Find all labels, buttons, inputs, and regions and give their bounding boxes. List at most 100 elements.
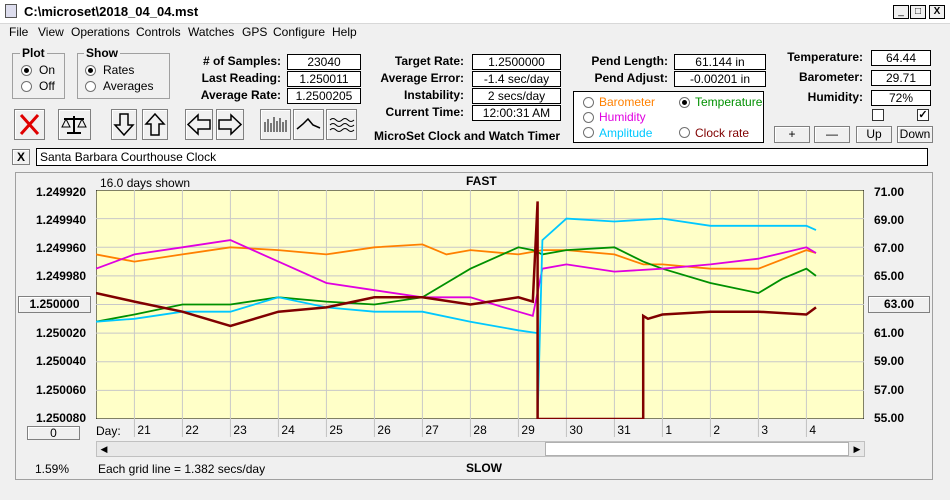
menu-operations[interactable]: Operations [71, 25, 130, 39]
x-tick-label: 4 [809, 423, 816, 437]
rate-center-button[interactable]: 1.250000 [18, 296, 91, 313]
barometer-label: Barometer: [798, 70, 863, 84]
x-tick-label: 28 [473, 423, 487, 437]
arrow-down-button[interactable] [111, 109, 137, 140]
line-graph-icon [296, 117, 321, 130]
slow-label: SLOW [466, 461, 502, 475]
instability-value: 2 secs/day [472, 88, 561, 104]
current-time-label: Current Time: [385, 105, 464, 119]
maximize-button[interactable]: □ [910, 5, 926, 19]
menu-help[interactable]: Help [332, 25, 357, 39]
menu-watches[interactable]: Watches [188, 25, 235, 39]
x-tick-label: 2 [713, 423, 720, 437]
humidity-label: Humidity: [807, 90, 863, 104]
balance-scale-icon [61, 116, 87, 134]
scroll-right-icon[interactable]: ▶ [853, 444, 861, 454]
menu-controls[interactable]: Controls [136, 25, 181, 39]
show-averages-label: Averages [103, 79, 154, 93]
amplitude-radio[interactable] [583, 127, 594, 138]
instability-label: Instability: [403, 88, 464, 102]
right-checkbox[interactable]: ✓ [917, 109, 929, 121]
up-button[interactable]: Up [856, 126, 892, 143]
y-right-tick: 69.00 [874, 213, 905, 227]
stop-button[interactable] [14, 109, 45, 140]
plus-button[interactable]: + [774, 126, 810, 143]
plot-off-label: Off [39, 79, 55, 93]
show-averages-radio[interactable] [85, 81, 96, 92]
fast-label: FAST [466, 174, 497, 188]
watch-name-input[interactable]: Santa Barbara Courthouse Clock [36, 148, 928, 166]
target-rate-label: Target Rate: [394, 54, 464, 68]
series-clock-rate [96, 201, 817, 419]
bar-graph-button[interactable] [260, 109, 291, 140]
y-left-tick: 1.250040 [35, 354, 86, 368]
plot-on-radio[interactable] [21, 65, 32, 76]
close-window-button[interactable]: X [929, 5, 945, 19]
barometer-value: 29.71 [871, 70, 931, 86]
y-right-tick: 65.00 [874, 269, 905, 283]
temperature-value: 64.44 [871, 50, 931, 66]
clock-rate-radio[interactable] [679, 127, 690, 138]
menu-configure[interactable]: Configure [273, 25, 326, 39]
pend-adjust-label: Pend Adjust: [594, 71, 668, 85]
window-title: C:\microset\2018_04_04.mst [24, 4, 199, 19]
minus-button[interactable]: — [814, 126, 850, 143]
barometer-radio[interactable] [583, 97, 594, 108]
minimize-button[interactable]: _ [893, 5, 909, 19]
down-button[interactable]: Down [897, 126, 933, 143]
y-left-tick: 1.249960 [35, 241, 86, 255]
left-checkbox[interactable] [872, 109, 884, 121]
x-tick-label: 31 [617, 423, 631, 437]
humidity-radio[interactable] [583, 112, 594, 123]
arrow-down-icon [113, 113, 135, 137]
line-graph-button[interactable] [293, 109, 324, 140]
x-mark-icon [19, 113, 40, 136]
y-left-tick: 1.250060 [35, 383, 86, 397]
arrow-up-button[interactable] [142, 109, 168, 140]
series-humidity [96, 239, 817, 318]
scroll-left-icon[interactable]: ◀ [100, 444, 108, 454]
menu-file[interactable]: File [9, 25, 29, 39]
menu-gps[interactable]: GPS [242, 25, 268, 39]
arrow-left-button[interactable] [185, 109, 213, 140]
show-rates-radio[interactable] [85, 65, 96, 76]
balance-button[interactable] [58, 109, 91, 140]
show-group-label: Show [84, 46, 120, 60]
clear-watch-button[interactable]: X [12, 149, 30, 165]
menu-view[interactable]: View [38, 25, 64, 39]
title-bar: C:\microset\2018_04_04.mst _ □ X [0, 0, 950, 24]
arrow-right-button[interactable] [216, 109, 244, 140]
target-rate-value: 1.2500000 [472, 54, 561, 70]
wave-graph-button[interactable] [326, 109, 357, 140]
y-right-tick: 57.00 [874, 383, 905, 397]
show-group [77, 53, 170, 99]
scrollbar-thumb[interactable] [545, 442, 849, 456]
temperature-radio[interactable] [679, 97, 690, 108]
humidity-option-label: Humidity [599, 110, 646, 124]
percent-label: 1.59% [35, 462, 70, 476]
zero-button[interactable]: 0 [27, 426, 80, 440]
grid-note: Each grid line = 1.382 secs/day [98, 462, 266, 476]
x-tick-label: 27 [425, 423, 439, 437]
temperature-label: Temperature: [787, 50, 863, 64]
y-left-tick: 1.250080 [35, 411, 86, 425]
last-reading-value: 1.250011 [287, 71, 361, 87]
horizontal-scrollbar[interactable]: ◀ ▶ [96, 441, 865, 457]
average-rate-value: 1.2500205 [287, 88, 361, 104]
x-tick-label: 24 [281, 423, 295, 437]
pend-adjust-value: -0.00201 in [674, 71, 766, 87]
app-icon [5, 4, 17, 18]
arrow-right-icon [218, 113, 243, 136]
rate-chart [96, 190, 864, 419]
pend-length-value: 61.144 in [674, 54, 766, 70]
plot-off-radio[interactable] [21, 81, 32, 92]
series-temperature [96, 246, 817, 323]
arrow-up-icon [144, 112, 166, 136]
y-left-tick: 1.250020 [35, 326, 86, 340]
samples-value: 23040 [287, 54, 361, 70]
last-reading-label: Last Reading: [201, 71, 281, 85]
x-axis: 21 22 23 24 25 26 27 28 29 30 31 1 2 3 4 [133, 419, 816, 437]
y-right-tick: 71.00 [874, 185, 905, 199]
pend-length-label: Pend Length: [591, 54, 668, 68]
sensor-center-button[interactable]: 63.00 [868, 296, 930, 313]
